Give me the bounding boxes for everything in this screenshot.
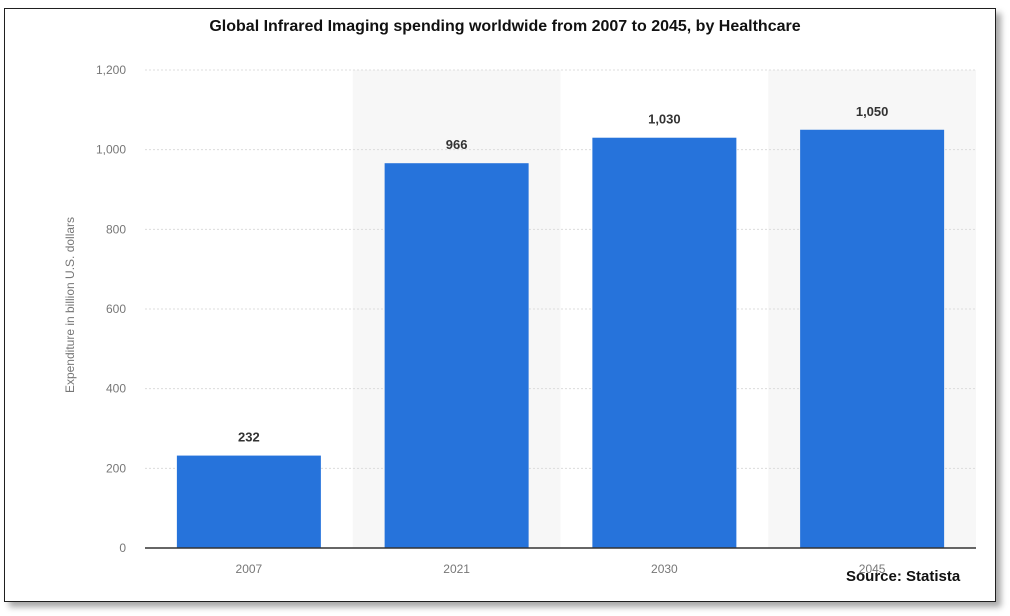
x-tick-label: 2021 (443, 562, 470, 576)
x-tick-label: 2045 (859, 562, 886, 576)
data-label-2021: 966 (446, 137, 468, 152)
y-tick-label: 800 (106, 222, 126, 236)
bar-2007 (176, 455, 321, 548)
data-labels: 232 966 1,030 1,050 (238, 104, 888, 445)
x-axis-ticks: 2007 2021 2030 2045 (236, 562, 886, 576)
y-tick-label: 1,200 (96, 63, 126, 77)
y-axis-title: Expenditure in billion U.S. dollars (63, 217, 77, 393)
y-tick-label: 1,000 (96, 143, 126, 157)
y-tick-label: 600 (106, 302, 126, 316)
data-label-2007: 232 (238, 430, 260, 445)
bar-2030 (592, 137, 737, 548)
source-note: Source: Statista (846, 568, 961, 585)
bar-2045 (800, 129, 945, 548)
y-tick-label: 400 (106, 382, 126, 396)
bar-2021 (384, 163, 529, 548)
x-tick-label: 2007 (236, 562, 263, 576)
y-tick-label: 200 (106, 461, 126, 475)
x-tick-label: 2030 (651, 562, 678, 576)
data-label-2045: 1,050 (856, 104, 889, 119)
y-axis-ticks: 0 200 400 600 800 1,000 1,200 (96, 63, 126, 555)
bars (176, 129, 945, 548)
data-label-2030: 1,030 (648, 112, 681, 127)
y-tick-label: 0 (119, 541, 126, 555)
chart-title: Global Infrared Imaging spending worldwi… (209, 18, 801, 35)
